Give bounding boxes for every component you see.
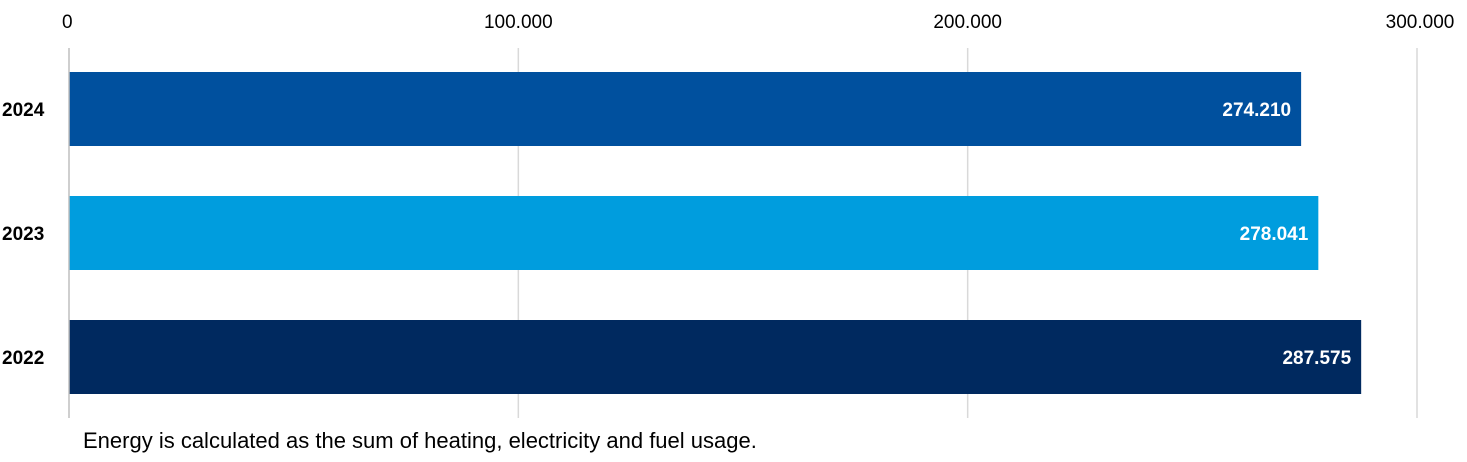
bar-2023	[69, 196, 1319, 270]
y-category-label: 2024	[2, 100, 45, 121]
bars	[69, 72, 1362, 394]
x-tick-label: 200.000	[933, 12, 1002, 33]
bar-value-label: 274.210	[1222, 100, 1291, 121]
bar-value-label: 287.575	[1282, 348, 1351, 369]
chart-footnote: Energy is calculated as the sum of heati…	[83, 428, 757, 453]
bar-2024	[69, 72, 1302, 146]
y-category-label: 2022	[2, 348, 44, 369]
x-tick-label: 100.000	[484, 12, 553, 33]
bar-value-label: 278.041	[1240, 224, 1309, 245]
bar-2022	[69, 320, 1362, 394]
y-category-label: 2023	[2, 224, 44, 245]
x-tick-label: 300.000	[1386, 12, 1455, 33]
labels: 0 100.000 200.000 300.000 2024 274.210 2023 278…	[2, 12, 1454, 369]
x-tick-label: 0	[62, 12, 73, 33]
